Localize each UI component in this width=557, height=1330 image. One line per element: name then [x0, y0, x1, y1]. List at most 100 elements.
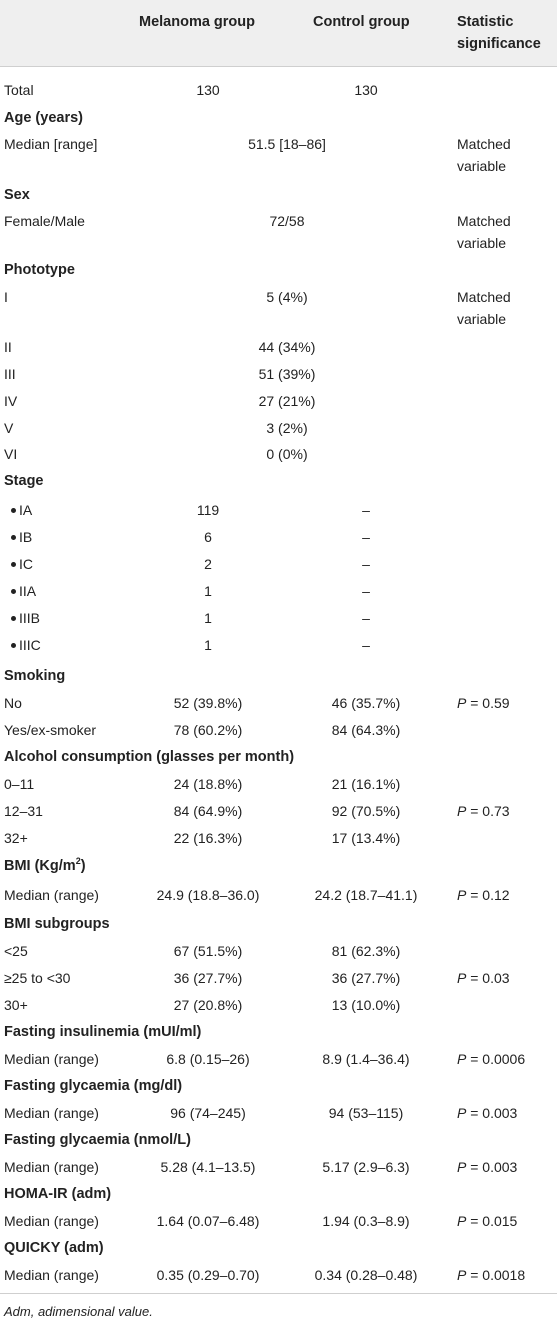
merged-value-cell: 51 (39%) — [258, 366, 316, 382]
row-label: IC — [19, 556, 33, 572]
significance-cell: P = 0.59 — [457, 695, 510, 711]
row-label: 32+ — [4, 830, 28, 846]
section-heading-text: BMI subgroups — [4, 916, 110, 932]
merged-value-cell: 3 (2%) — [266, 420, 308, 436]
melanoma-value-cell: 78 (60.2%) — [173, 722, 243, 738]
control-value-cell: 81 (62.3%) — [331, 943, 401, 959]
bullet-icon — [11, 562, 16, 567]
row-label: Median (range) — [4, 1159, 99, 1175]
melanoma-value-cell: 130 — [196, 82, 220, 98]
section-heading-sup: 2 — [75, 856, 81, 867]
melanoma-value-cell: 6.8 (0.15–26) — [166, 1051, 250, 1067]
section-heading-text: QUICKY (adm) — [4, 1240, 104, 1256]
significance-cell: Matched — [457, 289, 511, 305]
merged-value-cell: 0 (0%) — [266, 446, 308, 462]
control-value-cell: 24.2 (18.7–41.1) — [314, 887, 418, 903]
row-label: Median (range) — [4, 1051, 99, 1067]
melanoma-value-cell: 1 — [204, 610, 212, 626]
control-value-cell: 13 (10.0%) — [331, 997, 401, 1013]
row-label: IV — [4, 393, 18, 409]
significance-cell: Matched — [457, 136, 511, 152]
melanoma-value-cell: 2 — [204, 556, 212, 572]
section-heading-text: Alcohol consumption (glasses per month) — [4, 749, 295, 765]
bullet-icon — [11, 589, 16, 594]
section-heading: Fasting glycaemia (mg/dl) — [4, 1075, 182, 1097]
row-label: Median (range) — [4, 887, 99, 903]
melanoma-value-cell: 84 (64.9%) — [173, 803, 243, 819]
header-statistic: Statistic — [457, 14, 514, 30]
row-label: ≥25 to <30 — [4, 970, 71, 986]
row-label: IB — [19, 529, 33, 545]
melanoma-value-cell: 5.28 (4.1–13.5) — [160, 1159, 256, 1175]
control-value-cell: – — [362, 610, 370, 626]
melanoma-value-cell: 24 (18.8%) — [173, 776, 243, 792]
control-value-cell: 0.34 (0.28–0.48) — [314, 1267, 418, 1283]
section-heading-text: BMI (Kg/m — [4, 858, 76, 874]
row-label: 12–31 — [4, 803, 43, 819]
section-heading-text: Fasting glycaemia (nmol/L) — [4, 1132, 191, 1148]
header-melanoma-group: Melanoma group — [139, 14, 256, 30]
row-label: IIIC — [19, 637, 41, 653]
bullet-icon — [11, 643, 16, 648]
melanoma-value-cell: 6 — [204, 529, 212, 545]
row-label: <25 — [4, 943, 28, 959]
section-heading: Fasting insulinemia (mUI/ml) — [4, 1021, 201, 1043]
header-control-group: Control group — [313, 14, 410, 30]
section-heading: BMI subgroups — [4, 913, 110, 935]
significance-cell: Matched — [457, 213, 511, 229]
row-label: IIA — [19, 583, 37, 599]
row-label: Median [range] — [4, 136, 98, 152]
row-label: 0–11 — [4, 776, 35, 792]
control-value-cell: – — [362, 556, 370, 572]
row-label: Median (range) — [4, 1267, 99, 1283]
significance-cell: P = 0.12 — [457, 887, 510, 903]
section-heading-text: Fasting insulinemia (mUI/ml) — [4, 1024, 202, 1040]
significance-cell: P = 0.73 — [457, 803, 510, 819]
melanoma-value-cell: 27 (20.8%) — [173, 997, 243, 1013]
control-value-cell: 17 (13.4%) — [331, 830, 401, 846]
control-value-cell: 92 (70.5%) — [331, 803, 401, 819]
row-label: IA — [19, 502, 33, 518]
melanoma-value-cell: 24.9 (18.8–36.0) — [156, 887, 260, 903]
section-heading: Phototype — [4, 259, 75, 281]
significance-cell: P = 0.003 — [457, 1105, 518, 1121]
header-significance: significance — [457, 36, 541, 52]
section-heading-text: Smoking — [4, 668, 66, 684]
melanoma-value-cell: 67 (51.5%) — [173, 943, 243, 959]
row-label: V — [4, 420, 14, 436]
control-value-cell: 5.17 (2.9–6.3) — [322, 1159, 410, 1175]
control-value-cell: 84 (64.3%) — [331, 722, 401, 738]
row-label: Total — [4, 82, 34, 98]
melanoma-value-cell: 1 — [204, 637, 212, 653]
control-value-cell: 8.9 (1.4–36.4) — [322, 1051, 410, 1067]
control-value-cell: – — [362, 637, 370, 653]
row-label: I — [4, 289, 8, 305]
merged-value-cell: 5 (4%) — [266, 289, 308, 305]
section-heading-text: Stage — [4, 473, 44, 489]
row-label: VI — [4, 446, 18, 462]
section-heading: Age (years) — [4, 107, 83, 129]
control-value-cell: 36 (27.7%) — [331, 970, 401, 986]
significance-cell: P = 0.0018 — [457, 1267, 526, 1283]
significance-cell: P = 0.03 — [457, 970, 510, 986]
section-heading-text: Sex — [4, 187, 30, 203]
control-value-cell: 94 (53–115) — [328, 1105, 404, 1121]
control-value-cell: 21 (16.1%) — [331, 776, 401, 792]
section-heading: Sex — [4, 184, 30, 206]
section-heading: QUICKY (adm) — [4, 1237, 104, 1259]
section-heading-text: Fasting glycaemia (mg/dl) — [4, 1078, 183, 1094]
melanoma-value-cell: 0.35 (0.29–0.70) — [156, 1267, 260, 1283]
significance-cell-line2: variable — [457, 235, 507, 251]
row-label: III — [4, 366, 16, 382]
significance-cell: P = 0.003 — [457, 1159, 518, 1175]
significance-cell: P = 0.015 — [457, 1213, 518, 1229]
row-label: II — [4, 339, 12, 355]
melanoma-value-cell: 1 — [204, 583, 212, 599]
section-heading: BMI (Kg/m2) — [4, 855, 86, 877]
section-heading-suffix: ) — [80, 858, 86, 874]
section-heading: Smoking — [4, 665, 65, 687]
section-heading-text: Phototype — [4, 262, 75, 278]
control-value-cell: – — [362, 529, 370, 545]
merged-value-cell: 72/58 — [269, 213, 305, 229]
